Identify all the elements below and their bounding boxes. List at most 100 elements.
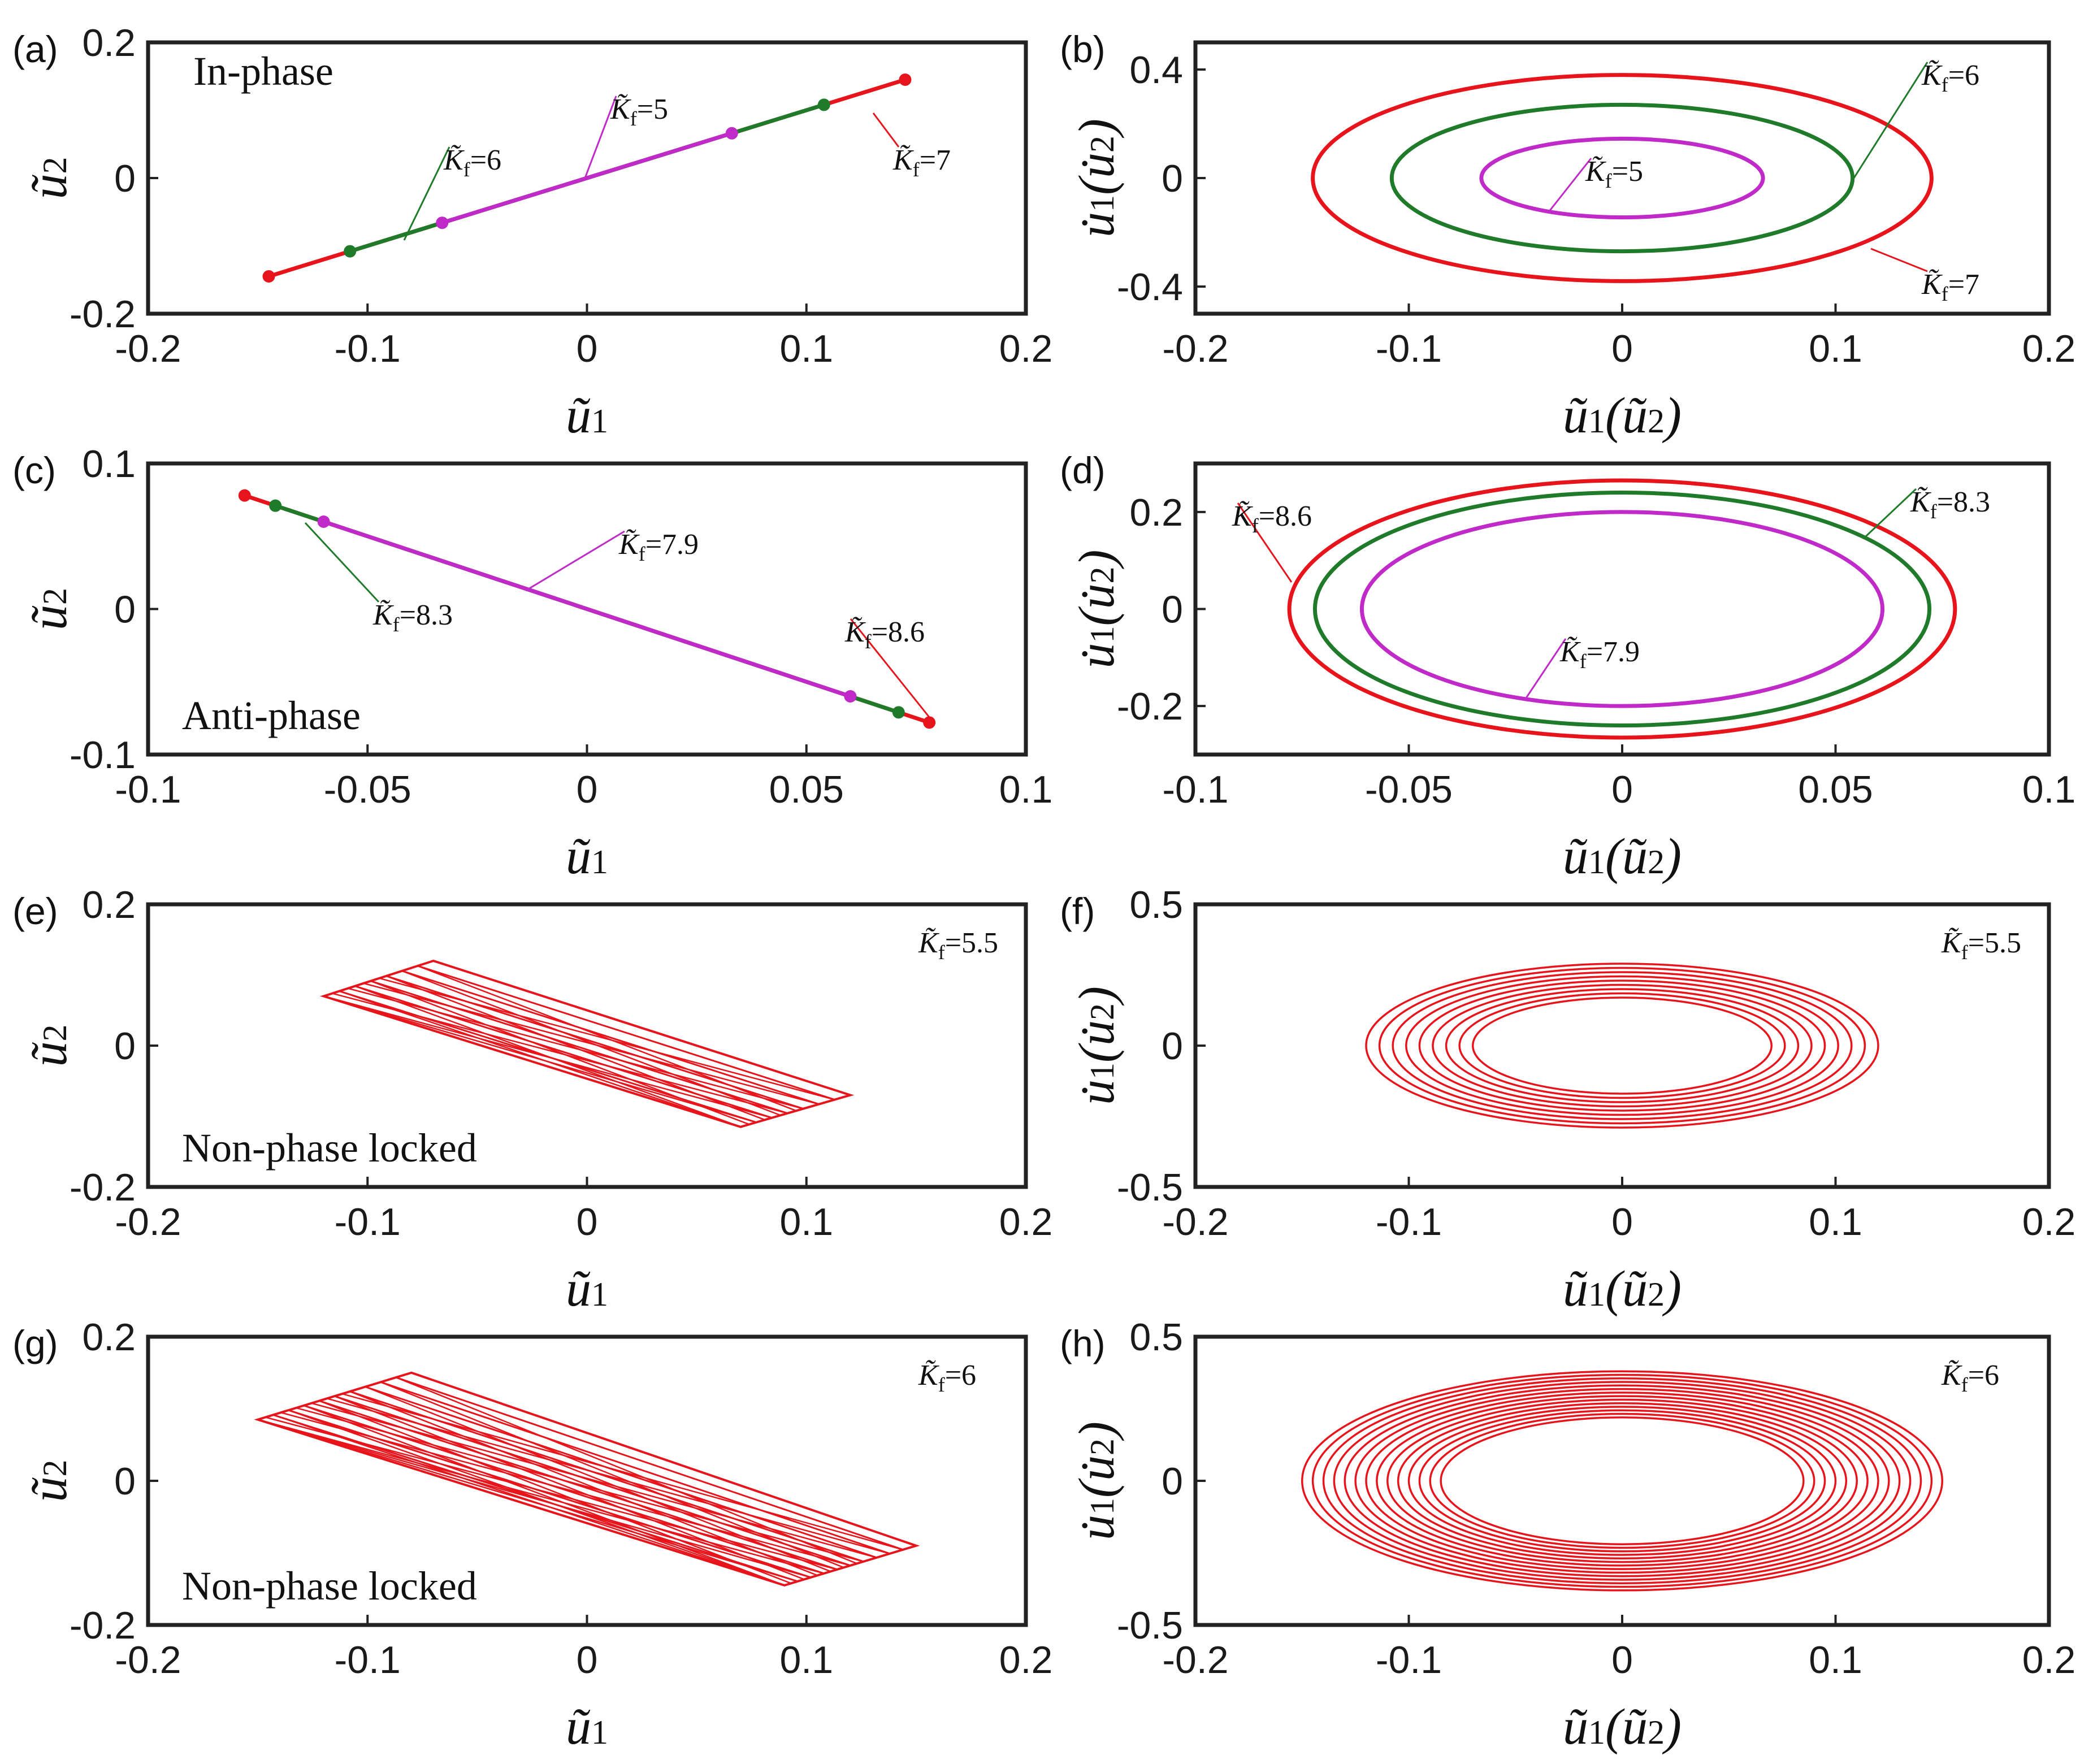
annotation-leader	[872, 112, 900, 148]
orbit-ellipse	[1397, 1402, 1848, 1560]
y-axis-label: ũ2	[21, 588, 77, 630]
orbit-ellipse	[1376, 1395, 1869, 1567]
y-tick-label: 0.5	[1129, 1316, 1183, 1359]
x-tick-label: -0.1	[1162, 768, 1228, 811]
orbit-ellipse	[1429, 1412, 1815, 1549]
orbit-ellipse	[1445, 988, 1800, 1103]
y-tick-label: 0	[1162, 1460, 1183, 1503]
panel-g: -0.2 -0.1 0 0.1 0.2 -0.2 0 0.2 (g) ũ1 ũ2 Non-phase …	[12, 1316, 1052, 1755]
endpoint-start	[269, 499, 282, 512]
trajectory-line	[396, 1376, 904, 1551]
series-d-1: K̃f=8.3	[1312, 486, 1990, 727]
trajectory-line	[257, 1419, 798, 1583]
trajectory-line	[401, 970, 820, 1106]
trajectory-line	[257, 1419, 811, 1579]
y-tick-label: 0.5	[1129, 883, 1183, 926]
trajectory-line	[332, 992, 788, 1114]
trajectory-line	[380, 1381, 844, 1568]
kf-annotation: K̃f=8.3	[1910, 486, 1990, 523]
y-tick-label: -0.4	[1117, 266, 1183, 309]
x-tick-label: -0.1	[115, 768, 181, 811]
series-b-1: K̃f=6	[1389, 59, 1979, 254]
y-tick-label: 0	[114, 588, 136, 631]
annotation-leader	[403, 146, 450, 241]
orbit-ellipse	[1344, 1384, 1901, 1577]
panel-label: (c)	[12, 449, 56, 491]
x-axis-label: ũ1	[566, 388, 608, 444]
trajectory-line	[441, 131, 733, 225]
kf-annotation: K̃f=8.6	[1232, 500, 1312, 537]
orbit-ellipse	[1386, 1398, 1858, 1563]
y-tick-label: -0.5	[1117, 1166, 1183, 1209]
orbit-ellipse	[1432, 983, 1813, 1108]
kf-annotation: K̃f=7	[892, 144, 951, 181]
endpoint-end	[892, 706, 905, 719]
x-tick-label: 0.05	[769, 768, 844, 811]
trajectory-line	[379, 977, 835, 1100]
trajectory-line	[280, 1411, 851, 1567]
x-tick-label: 0	[1611, 768, 1633, 811]
endpoint-end	[844, 690, 857, 703]
annotation-leader	[1548, 158, 1592, 213]
annotation-leader	[1237, 502, 1293, 583]
y-tick-label: 0.2	[82, 21, 136, 64]
x-tick-label: 0.1	[779, 1639, 833, 1681]
x-tick-label: 0	[1611, 327, 1633, 370]
endpoint-end	[923, 716, 936, 729]
kf-annotation: K̃f=6	[443, 144, 501, 181]
x-tick-label: 0	[577, 1639, 598, 1681]
panel-label: (f)	[1060, 890, 1095, 932]
panel-f: -0.2 -0.1 0 0.1 0.2 -0.5 0 0.5 (f) ũ1(ũ2) u̇1(u̇2)…	[1060, 883, 2075, 1317]
series-f-0	[1365, 963, 1879, 1129]
orbit-ellipse	[1440, 1416, 1805, 1545]
annotation-leader	[584, 96, 617, 179]
annotation-leader	[1525, 638, 1567, 699]
x-tick-label: -0.2	[115, 1200, 181, 1243]
trajectory-line	[265, 1416, 838, 1571]
endpoint-end	[817, 98, 830, 111]
y-tick-label: 0	[114, 1025, 136, 1068]
endpoint-start	[436, 216, 449, 229]
x-tick-label: -0.2	[115, 1639, 181, 1681]
x-axis-label: ũ1(ũ2)	[1563, 829, 1682, 885]
x-axis-label: ũ1	[566, 1261, 608, 1317]
x-axis-label: ũ1(ũ2)	[1563, 1261, 1682, 1317]
x-tick-label: 0.1	[2022, 768, 2076, 811]
x-tick-label: 0	[577, 1200, 598, 1243]
orbit-ellipse	[1418, 979, 1826, 1112]
panel-label: (e)	[12, 890, 58, 932]
annotation-leader	[850, 618, 931, 718]
trajectory-line	[257, 1419, 825, 1575]
trajectory-line	[349, 1390, 818, 1576]
x-tick-label: 0.1	[1809, 1200, 1862, 1243]
annotation-leader	[1870, 248, 1928, 272]
kf-annotation: K̃f=5	[610, 93, 668, 130]
x-tick-label: 0.1	[999, 768, 1053, 811]
panel-label: (a)	[12, 28, 58, 70]
kf-corner-label: K̃f=6	[1941, 1359, 1999, 1396]
x-tick-label: -0.05	[1365, 768, 1453, 811]
trajectory-line	[304, 1405, 785, 1587]
y-tick-label: 0	[114, 157, 136, 200]
x-axis-label: ũ1	[566, 829, 608, 885]
x-tick-label: 0	[577, 327, 598, 370]
series-d-0: K̃f=8.6	[1232, 478, 1957, 740]
x-tick-label: -0.1	[1376, 327, 1442, 370]
y-axis-label: u̇1(u̇2)	[1069, 1421, 1125, 1540]
trajectory-line	[396, 1376, 857, 1564]
orbit-ellipse	[1301, 1370, 1943, 1592]
x-axis-label: ũ1	[566, 1699, 608, 1755]
kf-annotation: K̃f=7.9	[618, 528, 699, 565]
y-tick-label: 0.2	[82, 1316, 136, 1359]
trajectory-line	[323, 995, 773, 1119]
orbit-ellipse	[1479, 136, 1765, 220]
y-tick-label: -0.5	[1117, 1604, 1183, 1647]
orbit-ellipse	[1312, 491, 1932, 727]
trajectory-line	[348, 987, 804, 1109]
y-axis-label: ũ2	[21, 157, 77, 200]
orbit-ellipse	[1359, 510, 1885, 708]
panel-h: -0.2 -0.1 0 0.1 0.2 -0.5 0 0.5 (h) ũ1(ũ2) u̇1(u̇2)…	[1060, 1316, 2075, 1755]
panel-label: (d)	[1060, 449, 1106, 491]
y-tick-label: 0	[1162, 588, 1183, 631]
